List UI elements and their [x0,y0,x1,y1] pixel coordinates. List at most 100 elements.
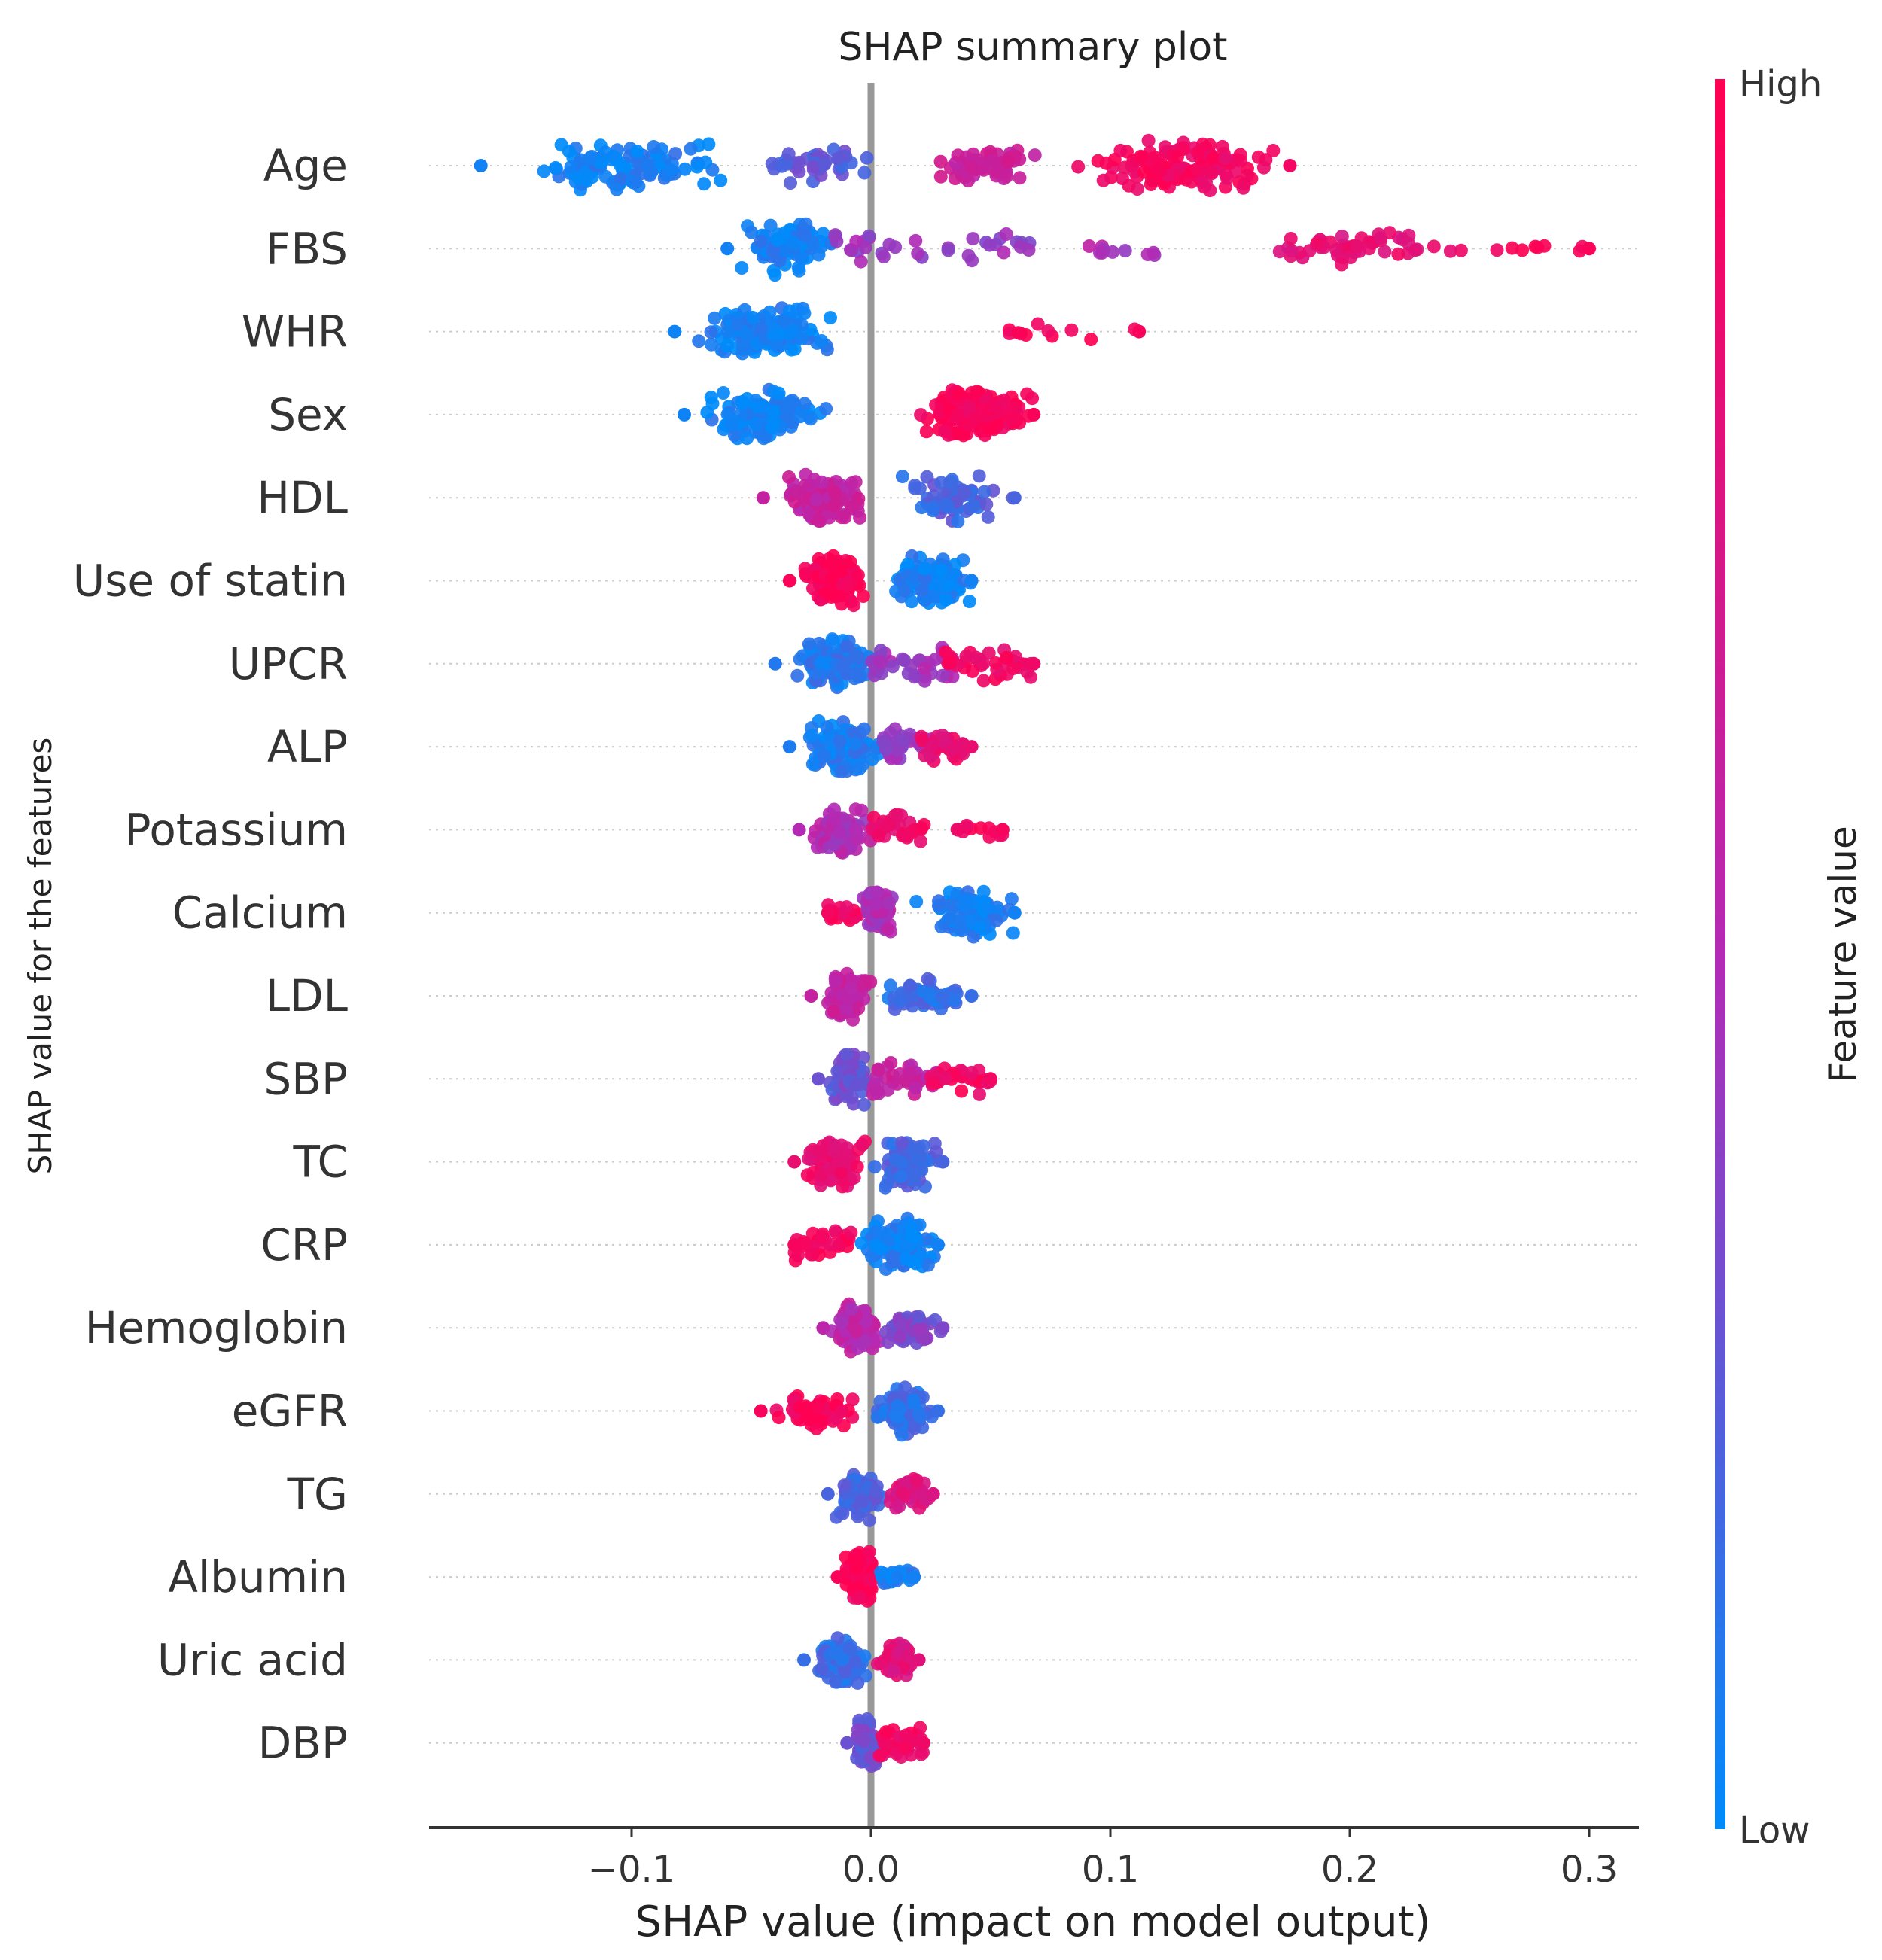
shap-dot [692,334,706,348]
shap-dot [976,163,991,177]
shap-dot [1007,491,1022,505]
shap-dot [1122,178,1136,193]
feature-row-dots [720,217,1596,282]
shap-dot [846,1012,860,1027]
shap-dot [836,1179,850,1194]
shap-dot [936,1155,950,1169]
shap-dot [894,1136,909,1150]
feature-label: LDL [266,970,348,1021]
shap-dot [847,1170,861,1185]
shap-dot [887,1663,901,1678]
shap-dot [782,740,796,754]
shap-dot [929,1145,943,1159]
shap-dot [995,823,1010,837]
shap-dot [915,501,929,515]
shap-dot [678,407,691,422]
shap-dot [684,142,698,156]
shap-dot [1013,171,1027,185]
shap-dot [1071,160,1086,174]
shap-dot [913,834,927,848]
shap-dot [839,1089,854,1103]
shap-dot [879,1325,894,1339]
shap-dot [757,400,770,414]
shap-dot [1006,662,1020,675]
shap-dot [907,670,921,684]
shap-dot [919,425,933,439]
shap-dot [828,498,842,512]
shap-dot [702,137,716,151]
feature-label: FBS [266,223,348,274]
shap-dot [964,1065,979,1079]
shap-dot [1515,243,1530,257]
shap-dot [868,1160,882,1174]
shap-dot [860,1712,875,1726]
feature-row-dots [474,133,1297,198]
shap-dot [815,334,829,348]
shap-dot [614,159,628,173]
shap-dot [806,160,821,174]
shap-dot [885,659,900,674]
shap-dot [793,409,808,424]
shap-dot [844,981,858,995]
feature-label: eGFR [232,1386,348,1437]
shap-dot [899,1728,913,1742]
shap-dot [787,495,802,509]
feature-label: Age [263,140,348,191]
shap-dot [1391,247,1405,261]
shap-dot [872,829,886,843]
shap-dot [958,485,973,500]
shap-dot [999,650,1013,665]
shap-dot [939,592,953,607]
shap-dot [708,311,722,325]
shap-dot [961,174,975,188]
shap-dot [827,1004,841,1018]
shap-dot [845,500,859,514]
shap-dot [629,175,643,190]
shap-dot [745,310,760,324]
shap-dot [812,514,826,528]
shap-dot [893,1330,907,1344]
feature-label: Calcium [172,887,348,939]
shap-dot [956,825,970,838]
shap-dot [704,337,718,352]
shap-dot [931,899,946,913]
shap-dot [849,1324,863,1338]
shap-dot [846,726,860,740]
feature-row-dots [792,802,1010,860]
shap-dot [849,1078,863,1092]
feature-row-dots [821,884,1022,944]
shap-dot [716,386,730,400]
shap-dot [805,1247,820,1262]
shap-dot [872,1748,887,1763]
shap-dot [964,740,979,754]
shap-dot [870,1085,885,1099]
shap-dot [1084,333,1098,347]
shap-dot [901,557,915,571]
shap-dot [704,325,718,339]
feature-label: SBP [263,1053,348,1104]
shap-dot [976,884,991,899]
shap-dot [812,1072,825,1086]
feature-row-dots [804,966,979,1027]
colorbar-title: Feature value [1821,826,1865,1082]
shap-dot [848,823,862,837]
shap-dot [781,147,796,161]
shap-dot [964,574,979,588]
shap-dot [936,1321,950,1335]
shap-dot [914,408,928,422]
shap-dot [845,476,859,491]
shap-dot [721,325,735,339]
shap-dot [837,1478,851,1493]
shap-dot [829,975,842,989]
shap-dot [668,324,682,339]
shap-dot [641,158,655,172]
shap-dot [1106,245,1119,259]
shap-dot [852,762,866,776]
shap-dot [1171,150,1184,164]
feature-row-dots [678,382,1041,446]
shap-dot [845,1392,860,1407]
shap-dot [816,227,830,241]
shap-dot [1335,257,1349,272]
shap-dot [909,1081,923,1095]
shap-dot [793,1400,807,1414]
